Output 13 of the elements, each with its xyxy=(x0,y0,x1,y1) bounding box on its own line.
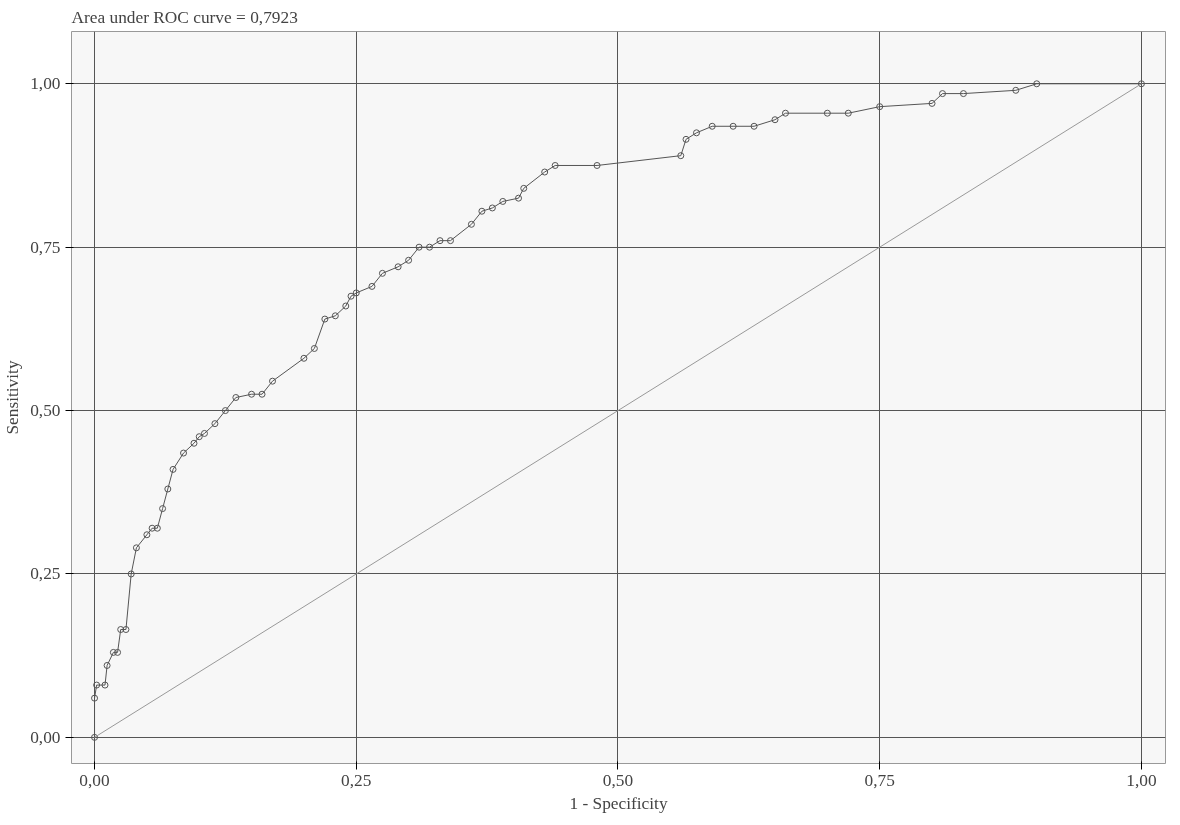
y-tick-label: 1,00 xyxy=(30,74,61,94)
x-tick-label: 1,00 xyxy=(1126,770,1157,790)
x-tick-label: 0,50 xyxy=(602,770,634,790)
x-tick-label: 0,25 xyxy=(341,770,372,790)
y-tick-label: 0,50 xyxy=(30,401,61,421)
y-tick-label: 0,00 xyxy=(30,727,61,747)
x-tick-label: 0,00 xyxy=(79,770,110,790)
y-axis-title: Sensitivity xyxy=(3,360,23,435)
y-tick-label: 0,75 xyxy=(30,237,61,257)
x-tick-label: 0,75 xyxy=(864,770,895,790)
chart-title: Area under ROC curve = 0,7923 xyxy=(71,7,298,27)
x-axis-title: 1 - Specificity xyxy=(569,793,668,813)
y-tick-label: 0,25 xyxy=(30,564,61,584)
